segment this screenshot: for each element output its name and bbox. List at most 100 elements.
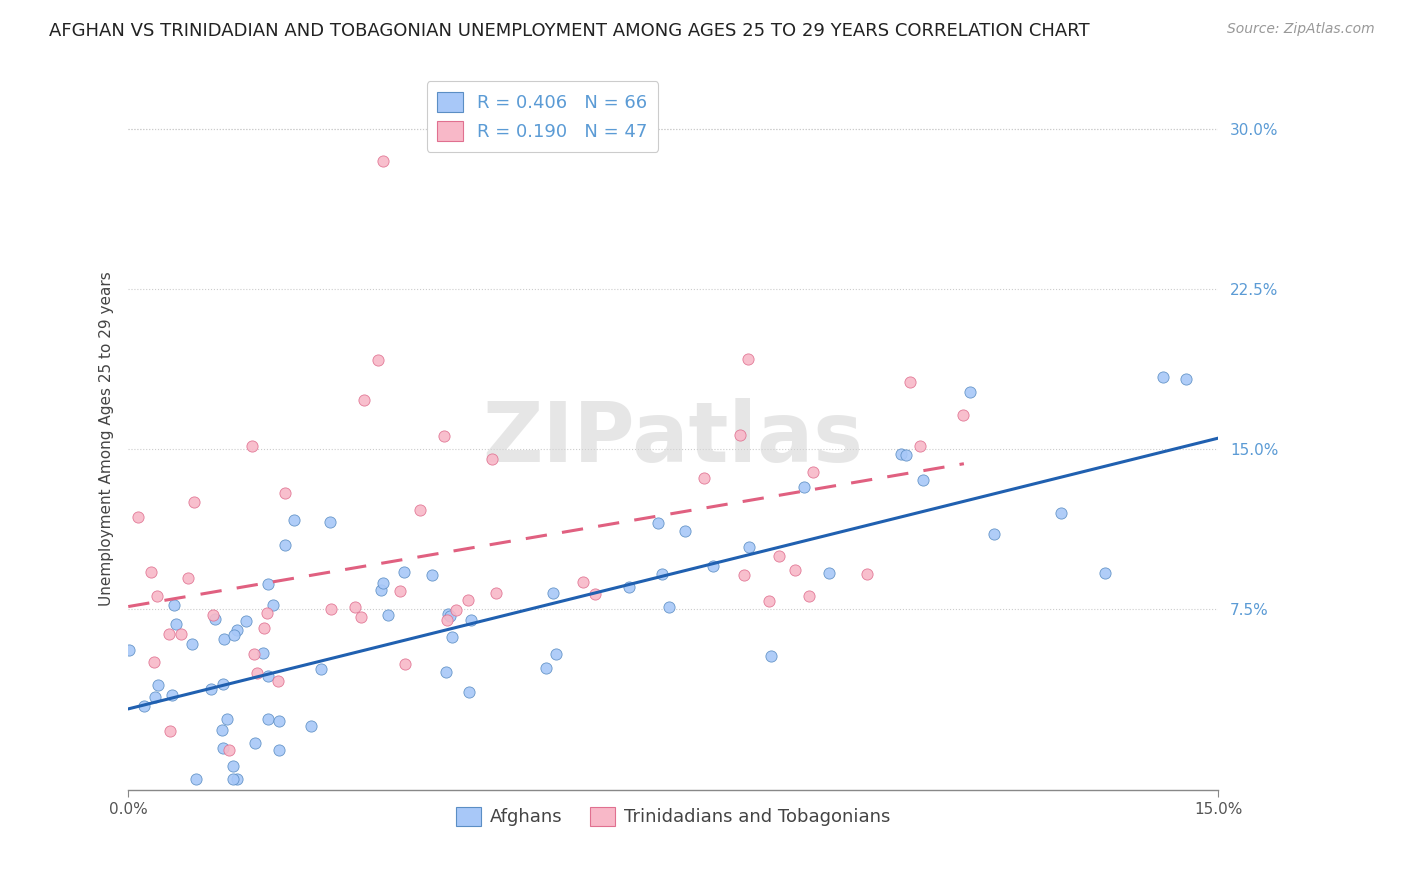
Point [319, 515, 342, 529]
Point [572, 575, 595, 590]
Point [437, 607, 460, 622]
Point [793, 480, 815, 494]
Point [262, 598, 284, 612]
Point [856, 567, 879, 582]
Point [212, 741, 235, 756]
Point [353, 393, 375, 408]
Point [235, 615, 257, 629]
Point [541, 586, 564, 600]
Point [218, 742, 240, 756]
Point [165, 616, 187, 631]
Point [952, 409, 974, 423]
Point [118, 642, 141, 657]
Point [143, 690, 166, 705]
Point [783, 563, 806, 577]
Point [186, 772, 208, 787]
Point [959, 384, 981, 399]
Point [733, 568, 755, 582]
Point [728, 427, 751, 442]
Point [647, 516, 669, 530]
Point [367, 352, 389, 367]
Point [257, 712, 280, 726]
Point [212, 632, 235, 647]
Point [243, 647, 266, 661]
Point [283, 513, 305, 527]
Point [457, 685, 479, 699]
Point [211, 723, 233, 738]
Point [673, 524, 696, 538]
Point [485, 586, 508, 600]
Legend: Afghans, Trinidadians and Tobagonians: Afghans, Trinidadians and Tobagonians [449, 799, 898, 834]
Point [900, 376, 922, 390]
Point [267, 743, 290, 757]
Point [1050, 506, 1073, 520]
Point [1174, 372, 1197, 386]
Point [817, 566, 839, 581]
Point [160, 688, 183, 702]
Point [269, 714, 291, 728]
Point [127, 510, 149, 524]
Point [546, 647, 568, 661]
Point [768, 549, 790, 563]
Point [439, 609, 461, 624]
Point [177, 571, 200, 585]
Point [912, 473, 935, 487]
Point [890, 447, 912, 461]
Text: Source: ZipAtlas.com: Source: ZipAtlas.com [1227, 22, 1375, 37]
Point [224, 628, 246, 642]
Point [457, 593, 479, 607]
Text: AFGHAN VS TRINIDADIAN AND TOBAGONIAN UNEMPLOYMENT AMONG AGES 25 TO 29 YEARS CORR: AFGHAN VS TRINIDADIAN AND TOBAGONIAN UNE… [49, 22, 1090, 40]
Point [377, 607, 399, 622]
Point [394, 657, 416, 671]
Point [801, 465, 824, 479]
Point [212, 677, 235, 691]
Point [894, 448, 917, 462]
Point [215, 712, 238, 726]
Point [319, 602, 342, 616]
Point [420, 568, 443, 582]
Point [274, 539, 297, 553]
Point [204, 612, 226, 626]
Point [183, 494, 205, 508]
Point [350, 610, 373, 624]
Point [759, 649, 782, 664]
Point [311, 662, 333, 676]
Point [440, 631, 463, 645]
Point [243, 736, 266, 750]
Point [446, 602, 468, 616]
Point [253, 621, 276, 635]
Point [242, 439, 264, 453]
Point [157, 626, 180, 640]
Point [738, 540, 761, 554]
Point [583, 587, 606, 601]
Point [481, 452, 503, 467]
Point [534, 661, 557, 675]
Point [436, 613, 458, 627]
Point [1094, 566, 1116, 581]
Point [409, 503, 432, 517]
Point [658, 600, 681, 615]
Point [651, 567, 673, 582]
Point [737, 351, 759, 366]
Point [434, 665, 457, 680]
Point [170, 627, 193, 641]
Point [257, 668, 280, 682]
Point [159, 723, 181, 738]
Point [799, 589, 821, 603]
Point [371, 576, 394, 591]
Point [267, 673, 290, 688]
Point [388, 584, 411, 599]
Point [221, 759, 243, 773]
Point [1152, 370, 1174, 384]
Point [245, 666, 267, 681]
Point [693, 471, 716, 485]
Point [299, 719, 322, 733]
Point [983, 527, 1005, 541]
Point [432, 429, 454, 443]
Point [226, 772, 249, 787]
Point [702, 558, 724, 573]
Point [143, 655, 166, 669]
Point [758, 593, 780, 607]
Point [370, 583, 392, 598]
Point [202, 607, 225, 622]
